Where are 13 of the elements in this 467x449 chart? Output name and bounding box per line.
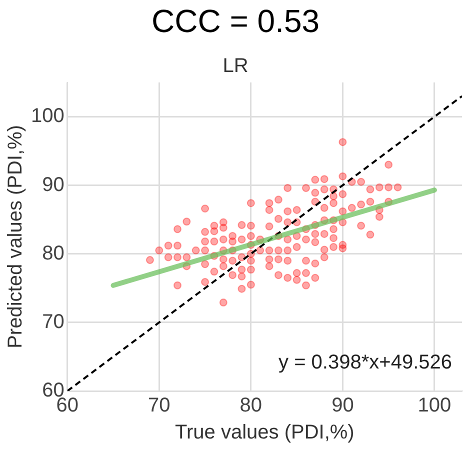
- y-tick-label: 90: [42, 174, 64, 196]
- chart-subtitle: LR: [222, 54, 248, 77]
- y-tick-label: 70: [42, 310, 64, 333]
- x-tick-label: 80: [240, 394, 262, 417]
- y-tick-label: 100: [30, 105, 64, 128]
- y-tick-label: 80: [42, 242, 64, 264]
- chart-title: CCC = 0.53: [151, 3, 320, 40]
- x-axis-title: True values (PDI,%): [175, 422, 354, 444]
- y-axis-title: Predicted values (PDI,%): [4, 124, 27, 348]
- x-tick-label: 90: [332, 394, 354, 417]
- annotation: y = 0.398*x+49.526: [278, 352, 452, 374]
- x-tick-label: 100: [418, 394, 452, 417]
- x-tick-label: 70: [148, 394, 170, 417]
